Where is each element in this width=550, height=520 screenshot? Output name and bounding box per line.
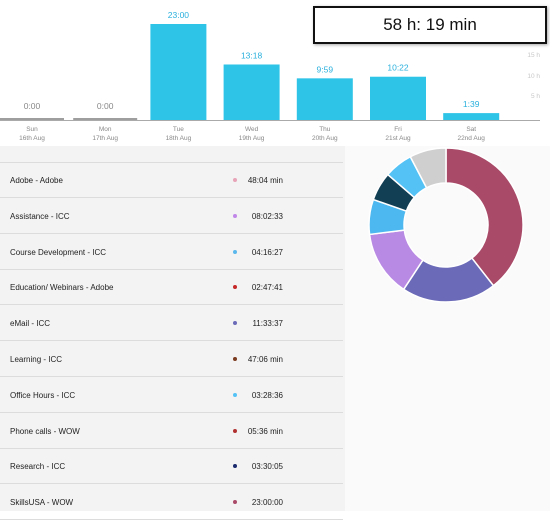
donut-slice[interactable]	[409, 147, 447, 189]
activity-name: Office Hours - ICC	[10, 390, 76, 400]
bar-value-label: 23:00	[168, 10, 190, 20]
activity-row[interactable]: Phone calls - WOW 05:36 min	[0, 414, 343, 449]
activity-name: eMail - ICC	[10, 319, 51, 329]
activity-time: 47:06 min	[247, 355, 283, 364]
x-day-label: Sun	[26, 126, 38, 133]
y-tick-label: 15 h	[527, 52, 540, 59]
bar-value-label: 13:18	[241, 50, 263, 60]
activity-color-dot	[233, 428, 237, 433]
activity-donut-chart	[368, 147, 524, 303]
bar-value-label: 0:00	[24, 101, 41, 111]
y-tick-label: 5 h	[531, 93, 540, 100]
activity-time: 08:02:33	[251, 211, 283, 221]
x-date-label: 18th Aug	[166, 135, 192, 142]
activity-time: 05:36 min	[247, 426, 283, 436]
activity-name: Research - ICC	[10, 462, 66, 472]
activity-row[interactable]: SkillsUSA - WOW 23:00:00	[0, 485, 343, 520]
activity-color-dot	[233, 178, 237, 182]
bar-value-label: 9:59	[317, 64, 334, 74]
x-day-label: Fri	[394, 126, 402, 133]
activity-name: Learning - ICC	[10, 355, 63, 364]
activity-time: 03:30:05	[251, 462, 283, 472]
activity-name: Adobe - Adobe	[10, 176, 63, 185]
activity-row[interactable]: eMail - ICC 11:33:37	[0, 306, 343, 342]
activity-time: 11:33:37	[252, 319, 283, 329]
bar[interactable]	[370, 76, 426, 120]
bar[interactable]	[296, 78, 353, 120]
bar[interactable]	[150, 24, 207, 120]
activity-color-dot	[233, 213, 237, 218]
activity-time: 48:04 min	[247, 176, 283, 185]
activity-color-dot	[233, 285, 237, 290]
activity-color-dot	[233, 500, 237, 505]
x-day-label: Sat	[466, 126, 476, 133]
x-day-label: Wed	[245, 126, 259, 133]
activity-color-dot	[233, 392, 237, 397]
x-date-label: 21st Aug	[385, 135, 411, 142]
x-date-label: 17th Aug	[92, 135, 118, 142]
x-day-label: Mon	[99, 126, 112, 133]
x-date-label: 19th Aug	[239, 135, 265, 142]
donut-slice[interactable]	[445, 147, 524, 287]
activity-list: Adobe - Adobe 48:04 min Assistance - ICC 08…	[0, 146, 343, 520]
list-top-divider	[0, 162, 343, 163]
activity-row[interactable]: Research - ICC 03:30:05	[0, 449, 343, 485]
activity-row[interactable]: Learning - ICC 47:06 min	[0, 342, 343, 377]
activity-name: Education/ Webinars - Adobe	[10, 283, 114, 293]
bar-value-label: 0:00	[97, 101, 114, 111]
activity-time: 23:00:00	[251, 498, 283, 508]
activity-name: Assistance - ICC	[10, 211, 70, 221]
donut-panel	[345, 146, 550, 511]
bar[interactable]	[443, 113, 500, 120]
bar-value-label: 10:22	[387, 63, 409, 73]
x-day-label: Tue	[173, 126, 184, 133]
activity-color-dot	[233, 249, 237, 254]
bar-empty	[0, 118, 64, 120]
activity-time: 04:16:27	[251, 247, 283, 257]
x-date-label: 22nd Aug	[457, 135, 485, 142]
y-tick-label: 10 h	[527, 73, 540, 80]
activity-row[interactable]: Adobe - Adobe 48:04 min	[0, 163, 343, 198]
bar-value-label: 1:39	[463, 99, 480, 109]
total-time-label: 58 h: 19 min	[383, 15, 477, 34]
activity-color-dot	[233, 321, 237, 326]
x-date-label: 16th Aug	[19, 135, 45, 142]
activity-color-dot	[233, 464, 237, 469]
activity-time: 02:47:41	[251, 283, 283, 293]
activity-row[interactable]: Course Development - ICC 04:16:27	[0, 235, 343, 270]
activity-name: SkillsUSA - WOW	[10, 498, 74, 508]
activity-name: Phone calls - WOW	[10, 426, 80, 436]
weekly-bar-chart: 15 h 10 h 5 h 0:00 Sun 16th Aug 0:00 Mon 17th Au…	[0, 10, 540, 142]
activity-row[interactable]: Office Hours - ICC 03:28:36	[0, 378, 343, 413]
details-section: Adobe - Adobe 48:04 min Assistance - ICC 08…	[0, 146, 550, 520]
bar-empty	[73, 118, 138, 120]
activity-time: 03:28:36	[251, 390, 283, 400]
activity-color-dot	[233, 357, 237, 361]
activity-name: Course Development - ICC	[10, 247, 107, 257]
activity-row[interactable]: Assistance - ICC 08:02:33	[0, 199, 343, 234]
total-time-box: 58 h: 19 min	[313, 6, 547, 44]
activity-row[interactable]: Education/ Webinars - Adobe 02:47:41	[0, 270, 343, 306]
x-day-label: Thu	[319, 126, 331, 133]
x-date-label: 20th Aug	[312, 135, 338, 142]
bar[interactable]	[223, 64, 280, 120]
